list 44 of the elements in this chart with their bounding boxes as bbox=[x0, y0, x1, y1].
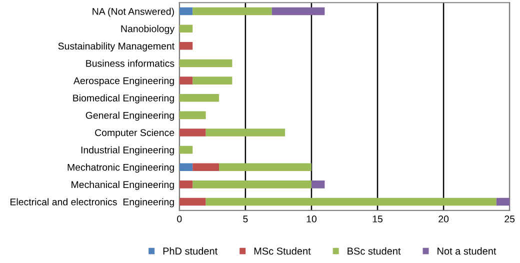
y-tick-label: Mechanical Engineering bbox=[72, 180, 174, 190]
bar bbox=[179, 146, 193, 154]
bar bbox=[311, 180, 325, 188]
bar bbox=[179, 76, 193, 84]
bar bbox=[192, 163, 220, 172]
bar bbox=[192, 76, 232, 84]
x-tick-label: 5 bbox=[243, 216, 248, 222]
y-tick-label: Business informatics bbox=[86, 60, 174, 67]
bar bbox=[192, 180, 312, 188]
x-tick-label: 25 bbox=[504, 216, 515, 222]
y-tick-label: Sustainability Management bbox=[58, 42, 174, 52]
bar bbox=[179, 7, 193, 16]
y-tick-label: Computer Science bbox=[95, 128, 174, 138]
bar bbox=[179, 59, 232, 68]
bar bbox=[496, 198, 510, 206]
y-tick-label: General Engineering bbox=[86, 112, 174, 121]
bar bbox=[192, 7, 272, 16]
bar bbox=[206, 198, 496, 206]
x-tick-label: 15 bbox=[372, 216, 383, 222]
legend-label: BSc student bbox=[348, 247, 401, 255]
legend-label: MSc Student bbox=[254, 247, 311, 255]
legend-label: Not a student bbox=[438, 247, 496, 255]
x-tick-label: 0 bbox=[177, 216, 182, 222]
bar bbox=[179, 111, 206, 120]
x-tick-label: 10 bbox=[306, 216, 317, 222]
x-tick-label: 20 bbox=[438, 216, 449, 222]
y-tick-label: Mechatronic Engineering bbox=[68, 164, 174, 173]
bar bbox=[219, 163, 312, 172]
y-tick-label: Biomedical Engineering bbox=[73, 94, 174, 104]
bar bbox=[179, 42, 193, 50]
legend-label: PhD student bbox=[163, 247, 218, 255]
bar bbox=[272, 7, 325, 16]
y-tick-label: Electrical and electronics Engineering bbox=[10, 198, 174, 208]
y-tick-label: Aerospace Engineering bbox=[73, 77, 174, 86]
y-tick-label: Industrial Engineering bbox=[81, 146, 174, 156]
bar bbox=[179, 94, 220, 102]
bar bbox=[179, 24, 193, 32]
bar bbox=[179, 198, 206, 206]
bar bbox=[179, 163, 193, 172]
y-tick-label: NA (Not Answered) bbox=[92, 8, 174, 17]
y-tick-label: Nanobiology bbox=[121, 25, 175, 34]
bar bbox=[179, 180, 193, 188]
bar bbox=[179, 128, 206, 136]
bar bbox=[206, 128, 286, 136]
